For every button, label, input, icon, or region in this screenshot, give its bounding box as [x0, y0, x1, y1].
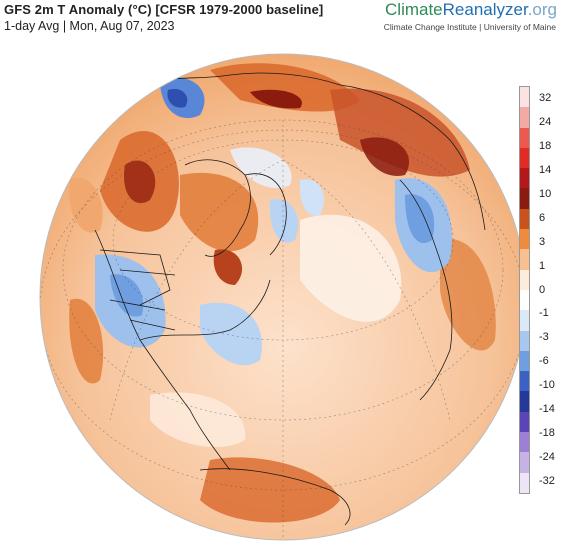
legend-swatch [520, 208, 529, 230]
map-title: GFS 2m T Anomaly (°C) [CFSR 1979-2000 ba… [4, 2, 324, 17]
legend-swatch [520, 432, 529, 453]
legend-swatch [520, 229, 529, 250]
legend-tick-label: 3 [539, 235, 546, 248]
brand-part-3: .org [527, 0, 557, 19]
legend-swatch [520, 127, 529, 148]
legend-tick-label: -6 [539, 355, 549, 368]
legend-swatch [520, 310, 529, 331]
legend-colorbar [519, 86, 530, 494]
brand-part-2: Reanalyzer [442, 0, 528, 19]
legend-swatch [520, 168, 529, 189]
legend-tick-label: 0 [539, 283, 546, 296]
legend-tick-label: 24 [539, 115, 552, 128]
legend-swatch [520, 87, 529, 108]
legend-swatch [520, 371, 529, 392]
graticule [40, 119, 526, 540]
legend-tick-label: -10 [539, 379, 555, 392]
legend-tick-label: 6 [539, 211, 546, 224]
legend-tick-label: -18 [539, 427, 555, 440]
legend-tick-label: -24 [539, 451, 555, 464]
legend-tick-label: 18 [539, 139, 552, 152]
legend-swatch [520, 107, 529, 128]
legend-swatch [520, 249, 529, 270]
legend-swatch [520, 472, 529, 493]
legend-tick-label: -1 [539, 307, 549, 320]
coastlines [94, 72, 486, 526]
legend-swatch [520, 269, 529, 290]
brand-part-1: Climate [385, 0, 443, 19]
legend-swatch [520, 289, 529, 311]
legend-swatch [520, 452, 529, 473]
legend-swatch [520, 188, 529, 209]
legend-tick-label: 14 [539, 163, 552, 176]
legend-swatch [520, 391, 529, 412]
brand-logo[interactable]: ClimateReanalyzer.org [385, 0, 557, 20]
affiliation-text: Climate Change Institute | University of… [383, 22, 556, 32]
anomaly-field [40, 54, 526, 540]
legend-tick-label: 10 [539, 187, 552, 200]
map-subtitle: 1-day Avg | Mon, Aug 07, 2023 [4, 19, 175, 33]
legend-tick-label: 1 [539, 259, 546, 272]
legend-tick-label: -3 [539, 331, 549, 344]
legend-tick-label: -14 [539, 403, 555, 416]
legend-swatch [520, 147, 529, 169]
legend-tick-label: -32 [539, 475, 555, 487]
legend-swatch [520, 330, 529, 351]
legend-tick-label: 32 [539, 92, 552, 104]
legend-swatch [520, 350, 529, 372]
legend-swatch [520, 411, 529, 433]
